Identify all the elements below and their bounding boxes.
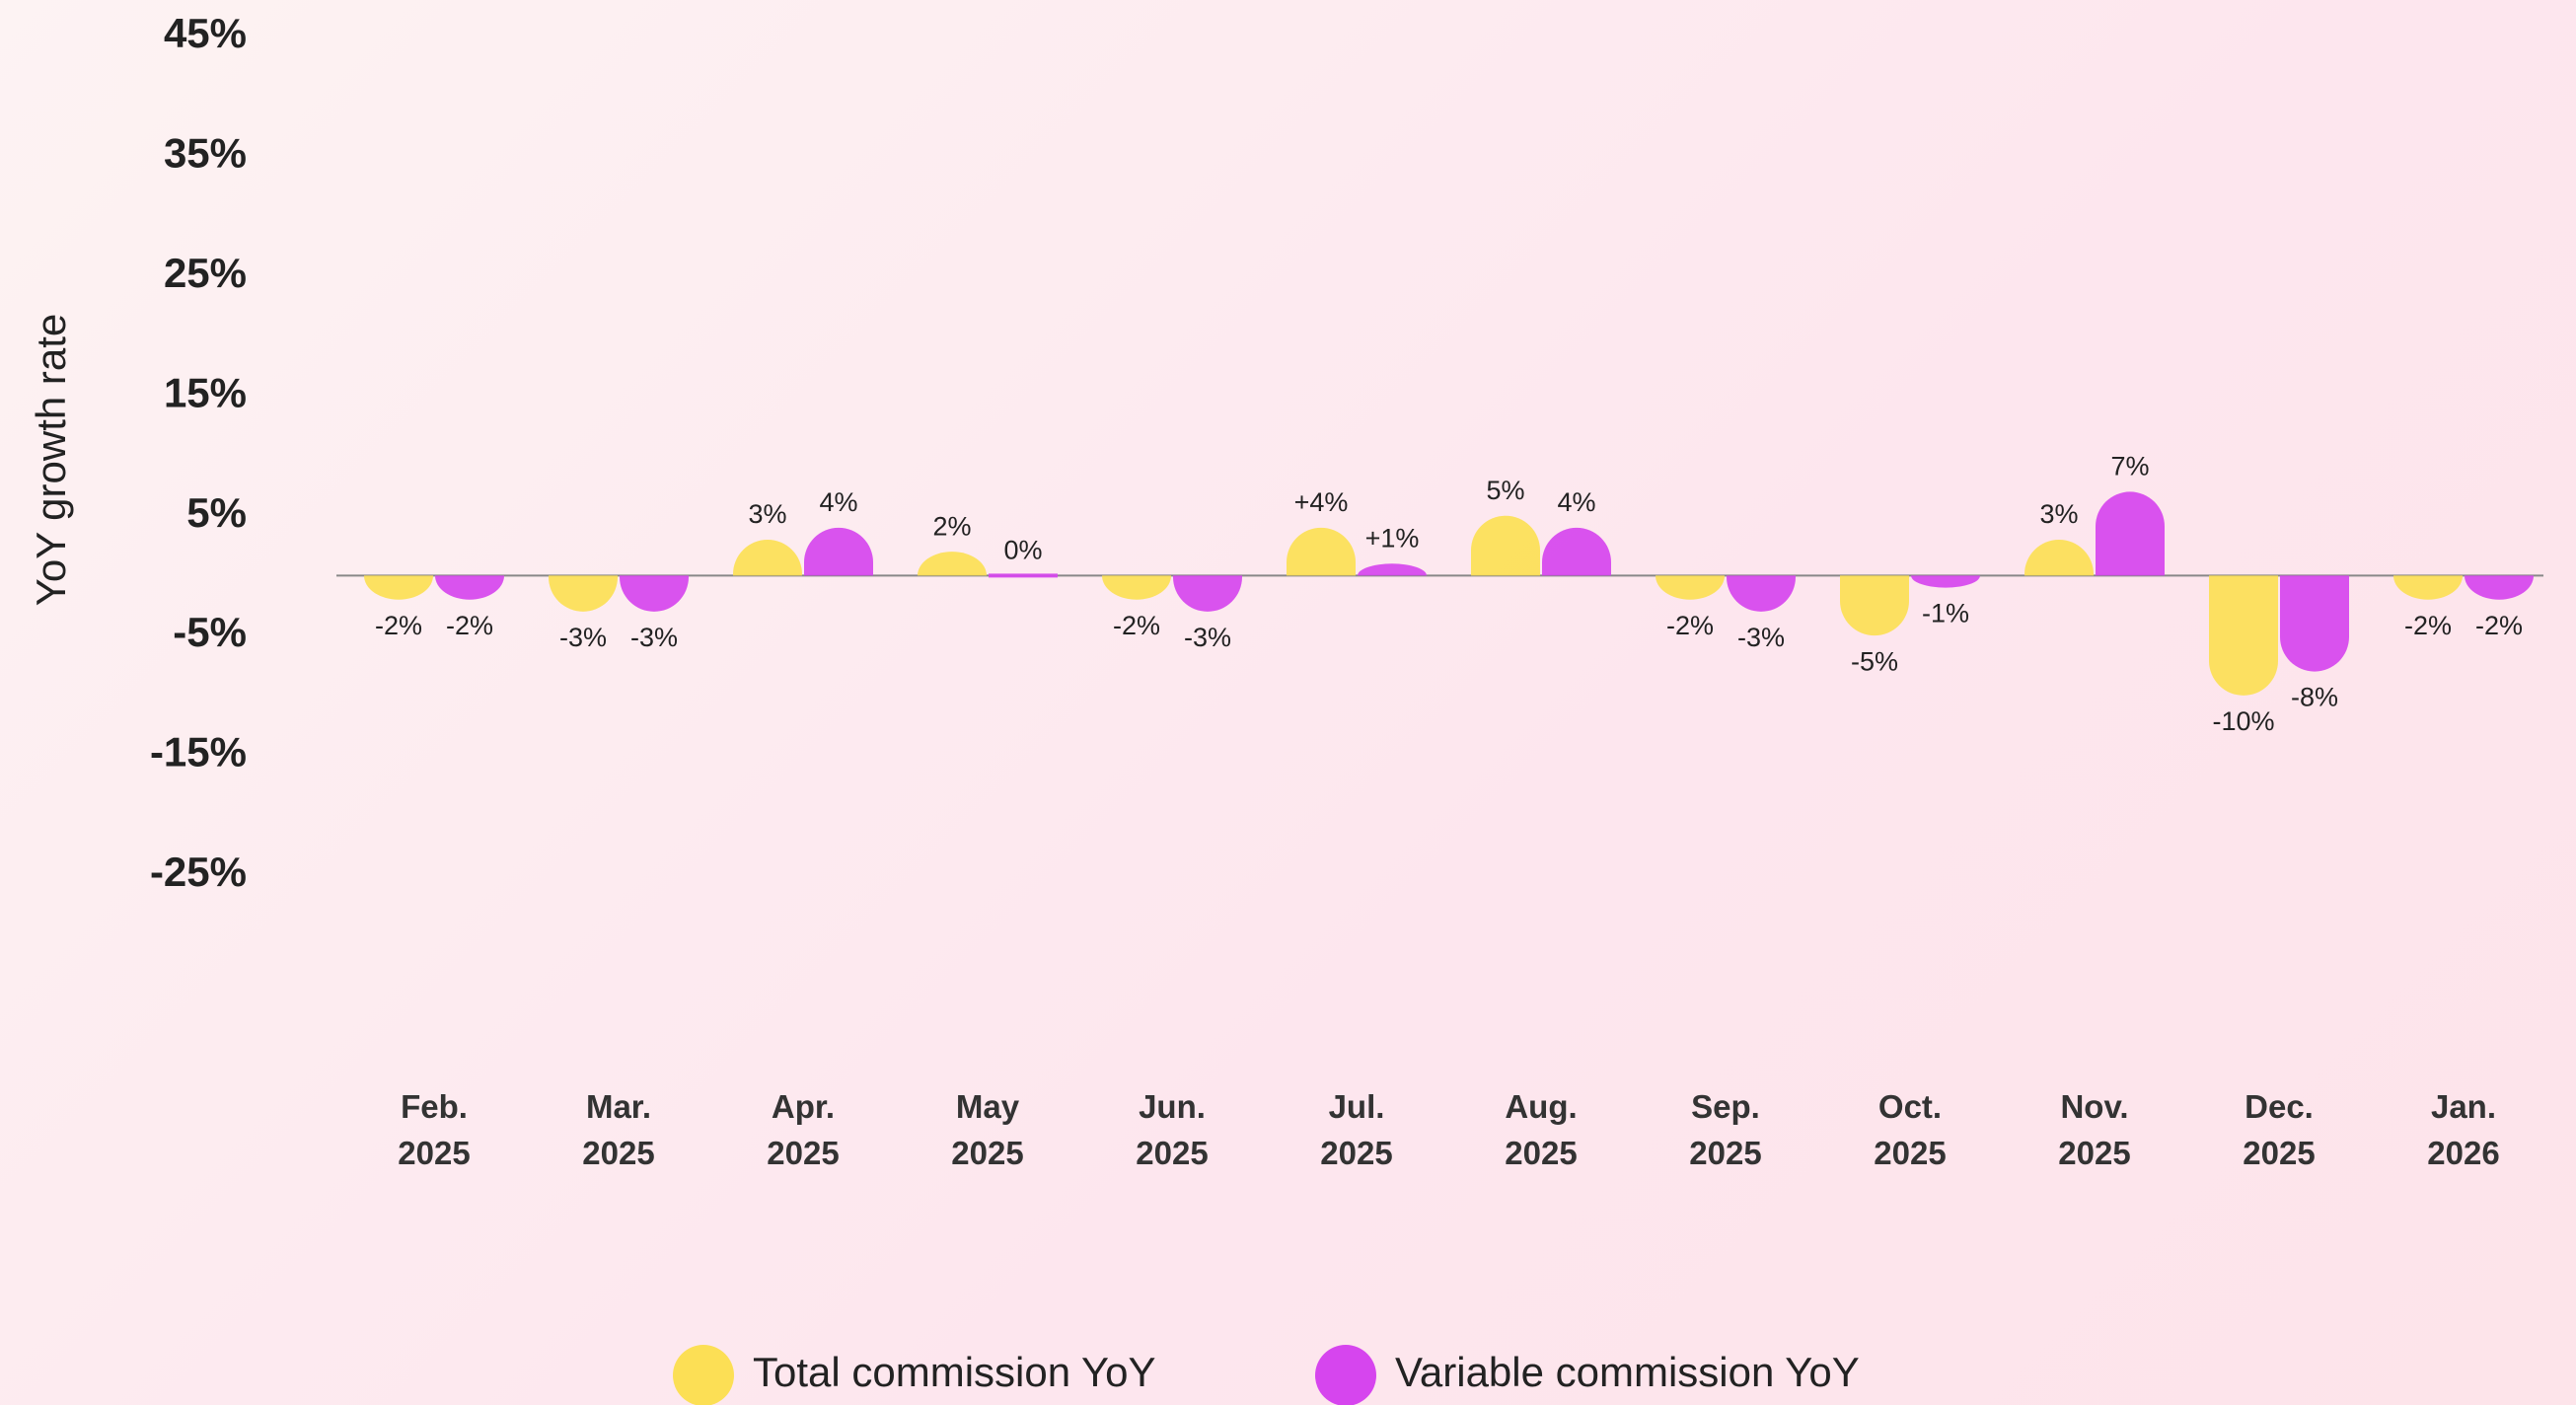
x-tick-line: Jun.	[1139, 1088, 1206, 1125]
value-label: -2%	[2475, 611, 2523, 640]
bar	[918, 552, 987, 576]
bar	[2393, 575, 2463, 600]
bar	[1727, 575, 1796, 612]
x-tick-line: Jan.	[2431, 1088, 2496, 1125]
bar	[989, 573, 1058, 578]
y-tick-label: 15%	[164, 369, 247, 415]
value-label: +1%	[1365, 523, 1420, 553]
value-label: 3%	[2039, 499, 2078, 529]
x-tick-line: 2026	[2427, 1135, 2499, 1171]
y-tick-label: -15%	[150, 729, 247, 776]
x-tick-line: 2025	[951, 1135, 1023, 1171]
x-tick-line: 2025	[1320, 1135, 1392, 1171]
x-tick-line: Oct.	[1878, 1088, 1942, 1125]
x-tick-label: Dec. 2025	[2243, 1088, 2315, 1171]
value-label: -8%	[2291, 683, 2338, 712]
value-label: -2%	[375, 611, 422, 640]
y-tick-label: 35%	[164, 130, 247, 177]
value-label: -10%	[2212, 706, 2274, 736]
x-tick-line: Sep.	[1691, 1088, 1760, 1125]
x-tick-label: Feb. 2025	[398, 1088, 470, 1171]
y-tick-label: -25%	[150, 849, 247, 895]
x-tick-line: Mar.	[586, 1088, 651, 1125]
x-tick-line: Feb.	[401, 1088, 468, 1125]
bar	[1840, 575, 1909, 636]
x-tick-line: Dec.	[2245, 1088, 2314, 1125]
value-label: 5%	[1486, 476, 1524, 505]
bar	[2280, 575, 2349, 672]
x-tick-label: Sep. 2025	[1689, 1088, 1761, 1171]
bar	[1471, 515, 1540, 576]
bar	[1287, 527, 1356, 576]
bar	[733, 540, 802, 576]
bar	[2209, 575, 2278, 696]
value-label: 7%	[2110, 452, 2149, 481]
value-label: 3%	[748, 499, 786, 529]
x-tick-label: Jul. 2025	[1320, 1088, 1392, 1171]
y-axis-label: YoY growth rate	[28, 314, 74, 607]
value-label: 0%	[1003, 536, 1042, 565]
x-tick-line: 2025	[767, 1135, 839, 1171]
bar	[804, 527, 873, 576]
bar	[2465, 575, 2534, 600]
value-label: 4%	[1557, 487, 1595, 517]
bar	[2024, 540, 2094, 576]
x-tick-label: Apr. 2025	[767, 1088, 839, 1171]
x-tick-label: May 2025	[951, 1088, 1023, 1171]
x-tick-label: Jun. 2025	[1136, 1088, 1208, 1171]
value-label: -2%	[446, 611, 493, 640]
bar	[364, 575, 433, 600]
value-label: -1%	[1922, 599, 1969, 629]
bar	[549, 575, 618, 612]
bar	[1358, 563, 1427, 576]
bar	[1542, 527, 1611, 576]
x-tick-line: 2025	[1505, 1135, 1577, 1171]
x-tick-line: 2025	[2058, 1135, 2130, 1171]
x-tick-line: Apr.	[772, 1088, 835, 1125]
x-tick-label: Nov. 2025	[2058, 1088, 2130, 1171]
x-tick-label: Oct. 2025	[1874, 1088, 1946, 1171]
y-tick-label: 45%	[164, 10, 247, 56]
x-tick-label: Aug. 2025	[1505, 1088, 1577, 1171]
x-tick-line: May	[956, 1088, 1020, 1125]
value-label: -3%	[559, 623, 607, 652]
x-tick-line: 2025	[1689, 1135, 1761, 1171]
value-label: -3%	[630, 623, 678, 652]
bar	[1173, 575, 1242, 612]
value-label: -3%	[1184, 623, 1231, 652]
legend-swatch	[673, 1345, 734, 1405]
legend-label: Total commission YoY	[753, 1349, 1156, 1395]
y-tick-label: 5%	[186, 489, 247, 536]
x-tick-label: Mar. 2025	[582, 1088, 654, 1171]
x-tick-line: 2025	[398, 1135, 470, 1171]
bar	[1656, 575, 1725, 600]
bar	[1911, 575, 1980, 588]
x-tick-line: 2025	[1874, 1135, 1946, 1171]
x-tick-line: Jul.	[1329, 1088, 1385, 1125]
value-label: -2%	[1666, 611, 1714, 640]
value-label: -2%	[1113, 611, 1160, 640]
x-tick-label: Jan. 2026	[2427, 1088, 2499, 1171]
legend-label: Variable commission YoY	[1395, 1349, 1860, 1395]
x-tick-line: 2025	[582, 1135, 654, 1171]
x-tick-line: 2025	[1136, 1135, 1208, 1171]
value-label: 4%	[819, 487, 857, 517]
y-tick-label: -5%	[173, 609, 247, 655]
value-label: 2%	[932, 511, 971, 541]
bar	[435, 575, 504, 600]
value-label: -3%	[1737, 623, 1785, 652]
x-tick-line: Aug.	[1505, 1088, 1577, 1125]
bar	[1102, 575, 1171, 600]
value-label: -2%	[2404, 611, 2452, 640]
bar	[620, 575, 689, 612]
bar	[2096, 491, 2165, 576]
x-tick-line: 2025	[2243, 1135, 2315, 1171]
legend-swatch	[1315, 1345, 1376, 1405]
y-tick-label: 25%	[164, 250, 247, 296]
value-label: -5%	[1851, 646, 1898, 676]
value-label: +4%	[1294, 487, 1349, 517]
x-tick-line: Nov.	[2060, 1088, 2128, 1125]
